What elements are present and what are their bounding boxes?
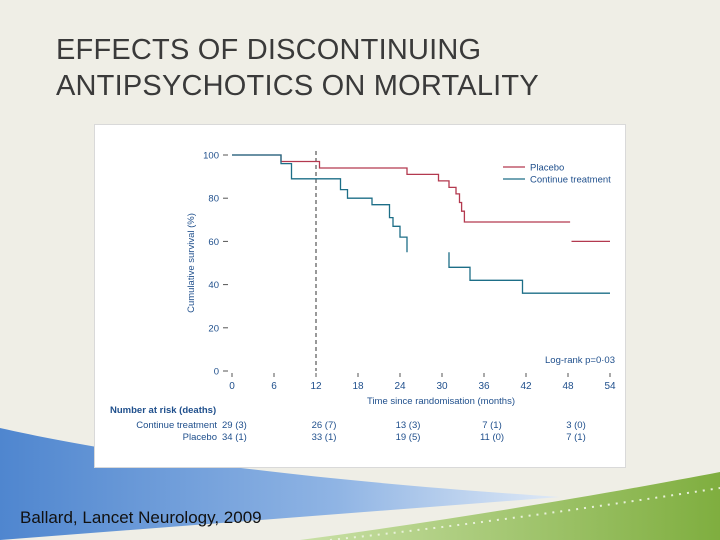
risk-value-0-48: 3 (0) [566, 420, 586, 431]
risk-value-1-24: 19 (5) [396, 432, 421, 443]
slide-title: EFFECTS OF DISCONTINUING ANTIPSYCHOTICS … [56, 32, 676, 104]
x-tick-label-18: 18 [352, 381, 364, 392]
series-line-placebo [232, 154, 571, 223]
x-tick-label-48: 48 [562, 381, 574, 392]
chart-frame: 0 20 40 60 80 100 Cumulative survival (%) 0 6 12 1… [95, 125, 625, 467]
green-wave [300, 472, 720, 540]
x-tick-label-54: 54 [604, 381, 616, 392]
survival-chart: 0 20 40 60 80 100 Cumulative survival (%) 0 6 12 1… [110, 151, 616, 444]
x-tick-label-24: 24 [394, 381, 406, 392]
legend-label-placebo: Placebo [530, 163, 564, 174]
log-rank-annotation: Log-rank p=0·03 [545, 355, 615, 366]
risk-value-1-0: 34 (1) [222, 432, 247, 443]
slide-title-line1: EFFECTS OF DISCONTINUING [56, 34, 482, 66]
x-tick-label-0: 0 [229, 381, 235, 392]
risk-value-0-12: 26 (7) [312, 420, 337, 431]
light-wave [329, 487, 720, 540]
risk-row-label-0: Continue treatment [136, 420, 217, 431]
y-tick-label-80: 80 [208, 194, 219, 205]
series-line-continue-treatment [232, 154, 408, 253]
y-tick-label-100: 100 [203, 151, 219, 162]
x-tick-label-42: 42 [520, 381, 532, 392]
risk-table-heading: Number at risk (deaths) [110, 405, 216, 416]
slide-title-line2: ANTIPSYCHOTICS ON MORTALITY [56, 70, 539, 102]
y-tick-label-0: 0 [214, 367, 219, 378]
legend-label-continue-treatment: Continue treatment [530, 175, 611, 186]
y-tick-label-40: 40 [208, 280, 219, 291]
risk-value-0-24: 13 (3) [396, 420, 421, 431]
x-axis-label: Time since randomisation (months) [367, 396, 515, 407]
x-tick-label-36: 36 [478, 381, 490, 392]
series-line-tail-continue-treatment [448, 252, 610, 294]
citation: Ballard, Lancet Neurology, 2009 [20, 508, 262, 527]
risk-value-1-48: 7 (1) [566, 432, 586, 443]
risk-value-0-0: 29 (3) [222, 420, 247, 431]
risk-value-0-36: 7 (1) [482, 420, 502, 431]
risk-value-1-12: 33 (1) [312, 432, 337, 443]
x-tick-label-12: 12 [310, 381, 322, 392]
x-tick-label-30: 30 [436, 381, 448, 392]
y-tick-label-60: 60 [208, 237, 219, 248]
y-axis-label: Cumulative survival (%) [186, 213, 197, 313]
risk-value-1-36: 11 (0) [480, 432, 504, 443]
risk-row-label-1: Placebo [183, 432, 217, 443]
y-tick-label-20: 20 [208, 323, 219, 334]
x-tick-label-6: 6 [271, 381, 277, 392]
